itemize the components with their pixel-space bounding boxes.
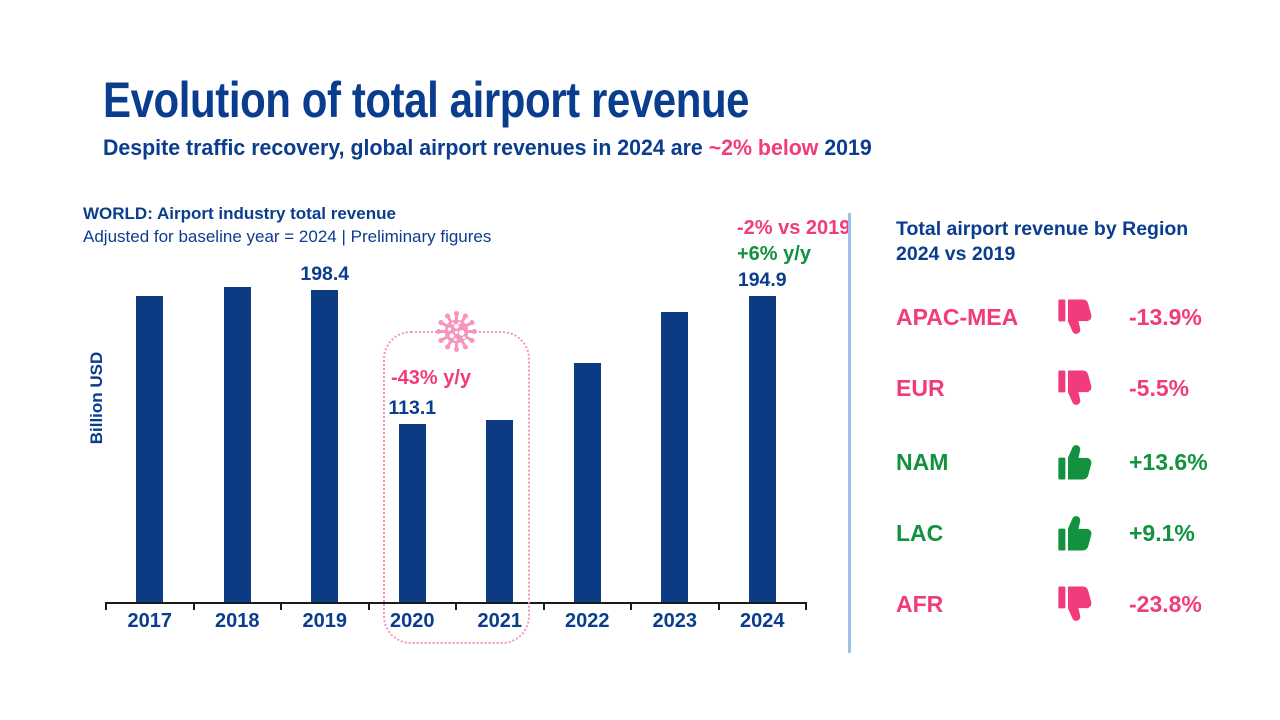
x-axis-tick bbox=[105, 602, 107, 610]
region-row-apac-mea: APAC-MEA -13.9% bbox=[896, 295, 1226, 339]
x-axis-line bbox=[106, 602, 807, 604]
region-label: NAM bbox=[896, 448, 949, 475]
region-row-nam: NAM +13.6% bbox=[896, 440, 1226, 484]
coronavirus-icon bbox=[432, 307, 481, 361]
subtitle-suffix: 2019 bbox=[818, 135, 872, 160]
x-axis-tick bbox=[192, 602, 195, 610]
x-axis-tick bbox=[630, 602, 632, 610]
x-axis-tick bbox=[367, 602, 370, 610]
region-panel-title: Total airport revenue by Region 2024 vs … bbox=[896, 217, 1188, 267]
bar-2020 bbox=[398, 424, 426, 602]
x-axis-tick bbox=[717, 602, 720, 610]
vertical-divider bbox=[848, 213, 851, 653]
subtitle-prefix: Despite traffic recovery, global airport… bbox=[103, 135, 709, 160]
x-axis-tick bbox=[805, 602, 807, 610]
annotation-yoy-growth: +6% y/y bbox=[737, 243, 811, 265]
bar-2022 bbox=[573, 363, 601, 602]
x-axis-tick bbox=[455, 602, 457, 610]
bar-2017 bbox=[136, 296, 164, 602]
region-change-value: -23.8% bbox=[1129, 590, 1202, 617]
region-change-value: -5.5% bbox=[1129, 374, 1190, 401]
bar-2021 bbox=[486, 420, 514, 602]
bar-2019 bbox=[311, 290, 339, 602]
bar-2023 bbox=[661, 312, 689, 602]
subtitle-highlight: ~2% below bbox=[708, 135, 819, 160]
annotation-vs-2019: -2% vs 2019 bbox=[737, 217, 851, 239]
x-axis-tick bbox=[542, 602, 545, 610]
region-change-value: +9.1% bbox=[1129, 519, 1195, 546]
region-label: AFR bbox=[896, 590, 944, 617]
bar-value-label-2020: 113.1 bbox=[388, 397, 437, 419]
thumbs-down-icon bbox=[1053, 366, 1109, 410]
chart-title: WORLD: Airport industry total revenue bbox=[83, 204, 396, 223]
page-title: Evolution of total airport revenue bbox=[103, 72, 750, 128]
x-axis-label-2023: 2023 bbox=[652, 610, 698, 632]
x-axis-label-2017: 2017 bbox=[127, 610, 173, 632]
region-panel-title-line1: Total airport revenue by Region bbox=[896, 218, 1189, 240]
chart-heading: WORLD: Airport industry total revenue Ad… bbox=[83, 202, 491, 248]
bar-value-label-2024: 194.9 bbox=[737, 269, 787, 291]
bar-2018 bbox=[223, 287, 251, 602]
x-axis-label-2019: 2019 bbox=[302, 610, 348, 632]
y-axis-label: Billion USD bbox=[87, 351, 106, 445]
region-row-afr: AFR -23.8% bbox=[896, 582, 1226, 626]
region-label: LAC bbox=[896, 519, 944, 546]
chart-subtitle: Adjusted for baseline year = 2024 | Prel… bbox=[83, 227, 492, 246]
thumbs-down-icon bbox=[1053, 295, 1109, 339]
x-axis-label-2024: 2024 bbox=[740, 610, 785, 632]
page-subtitle: Despite traffic recovery, global airport… bbox=[103, 135, 872, 160]
x-axis-tick bbox=[280, 602, 282, 610]
thumbs-up-icon bbox=[1053, 511, 1109, 555]
x-axis-label-2018: 2018 bbox=[215, 610, 260, 632]
bar-value-label-2019: 198.4 bbox=[300, 263, 350, 285]
region-label: EUR bbox=[896, 374, 945, 401]
x-axis-label-2022: 2022 bbox=[565, 610, 610, 632]
thumbs-up-icon bbox=[1053, 440, 1109, 484]
region-panel-title-line2: 2024 vs 2019 bbox=[896, 243, 1016, 265]
region-row-lac: LAC +9.1% bbox=[896, 511, 1226, 555]
thumbs-down-icon bbox=[1053, 582, 1109, 626]
region-row-eur: EUR -5.5% bbox=[896, 366, 1226, 410]
region-change-value: +13.6% bbox=[1129, 448, 1208, 475]
bar-2024 bbox=[748, 296, 776, 602]
annotation-covid-drop: -43% y/y bbox=[391, 367, 472, 389]
region-label: APAC-MEA bbox=[896, 303, 1019, 330]
region-change-value: -13.9% bbox=[1129, 303, 1202, 330]
